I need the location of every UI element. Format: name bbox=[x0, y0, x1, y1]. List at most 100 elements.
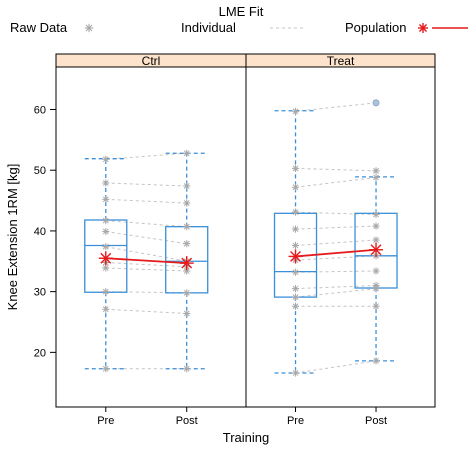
y-axis-title: Knee Extension 1RM [kg] bbox=[5, 164, 20, 311]
raw-data-point-stroke bbox=[183, 223, 190, 230]
raw-data-point bbox=[102, 195, 110, 203]
raw-data-point-stroke bbox=[102, 306, 109, 313]
raw-data-point-stroke bbox=[373, 174, 379, 181]
population-point-stroke bbox=[290, 250, 301, 262]
raw-data-point bbox=[291, 268, 300, 276]
raw-data-point-stroke bbox=[183, 200, 190, 206]
raw-data-point-stroke bbox=[102, 180, 109, 186]
raw-data-point bbox=[372, 173, 380, 182]
population-point bbox=[369, 242, 384, 257]
raw-data-point bbox=[291, 302, 300, 310]
raw-data-point bbox=[372, 222, 380, 230]
raw-data-point bbox=[183, 240, 191, 248]
panel-treat bbox=[273, 99, 398, 377]
raw-data-point bbox=[291, 208, 300, 216]
panel-frame-treat bbox=[245, 66, 436, 408]
raw-data-point-stroke bbox=[183, 150, 190, 157]
y-tick-label: 60 bbox=[34, 105, 46, 117]
raw-data-point-stroke bbox=[183, 289, 190, 296]
raw-data-point-stroke bbox=[373, 237, 379, 243]
raw-data-point bbox=[372, 357, 380, 365]
raw-data-point bbox=[372, 302, 380, 310]
y-axis: 20 30 40 50 60 bbox=[34, 105, 56, 359]
individual-line bbox=[105, 262, 187, 268]
raw-data-point bbox=[102, 243, 110, 251]
individual-line bbox=[295, 255, 377, 261]
raw-data-point bbox=[102, 288, 110, 296]
individual-line bbox=[295, 102, 377, 112]
raw-data-point-stroke bbox=[373, 268, 379, 274]
y-tick-label: 20 bbox=[34, 347, 46, 359]
raw-data-point-stroke bbox=[102, 265, 109, 271]
raw-data-point bbox=[102, 264, 110, 272]
raw-data-point-stroke bbox=[292, 303, 299, 310]
raw-data-point bbox=[291, 241, 300, 250]
raw-data-point-stroke bbox=[102, 288, 109, 295]
raw-data-point bbox=[372, 267, 380, 275]
raw-data-point-stroke bbox=[292, 370, 299, 376]
population-line bbox=[105, 257, 187, 265]
raw-data-point-stroke bbox=[183, 310, 190, 317]
raw-data-point bbox=[372, 236, 380, 244]
raw-data-point-stroke bbox=[102, 365, 109, 372]
legend-population-asterisk bbox=[418, 23, 428, 33]
x-axis: Pre Post Pre Post bbox=[97, 407, 387, 427]
raw-data-point bbox=[102, 217, 110, 225]
raw-data-point-stroke bbox=[102, 156, 109, 163]
raw-data-point-stroke bbox=[292, 269, 299, 276]
population-line bbox=[295, 248, 377, 258]
strip-label-ctrl: Ctrl bbox=[142, 54, 161, 68]
x-tick-label: Post bbox=[365, 415, 387, 427]
individual-line bbox=[105, 267, 187, 272]
raw-data-point bbox=[291, 183, 300, 191]
legend-label-individual: Individual bbox=[181, 20, 236, 35]
individual-line bbox=[295, 360, 377, 374]
panel-ctrl bbox=[84, 149, 209, 373]
individual-line bbox=[295, 285, 377, 290]
raw-data-point bbox=[102, 179, 110, 187]
raw-data-point bbox=[183, 309, 191, 318]
individual-line bbox=[105, 220, 187, 228]
raw-data-point-stroke bbox=[292, 108, 299, 115]
raw-data-point bbox=[102, 305, 110, 313]
raw-data-point-stroke bbox=[373, 223, 379, 229]
raw-data-point bbox=[183, 182, 191, 190]
strip-label-treat: Treat bbox=[327, 54, 355, 68]
individual-line bbox=[105, 231, 187, 245]
raw-data-point-stroke bbox=[292, 242, 299, 249]
raw-data-point-stroke bbox=[373, 303, 379, 310]
raw-data-point bbox=[291, 369, 300, 377]
y-tick-label: 40 bbox=[34, 226, 46, 238]
individual-line bbox=[295, 167, 377, 172]
individual-line bbox=[105, 182, 187, 187]
individual-line bbox=[295, 288, 377, 298]
raw-data-point-stroke bbox=[102, 228, 109, 235]
raw-data-point bbox=[372, 210, 380, 219]
raw-data-point-stroke bbox=[183, 240, 190, 247]
raw-data-point bbox=[372, 285, 380, 293]
raw-data-point-stroke bbox=[102, 217, 109, 224]
raw-data-point-stroke bbox=[292, 294, 299, 301]
raw-data-point bbox=[291, 107, 300, 115]
raw-data-point-stroke bbox=[292, 184, 299, 191]
raw-data-point-stroke bbox=[373, 357, 379, 364]
raw-data-point bbox=[291, 225, 300, 233]
raw-data-point-stroke bbox=[373, 167, 379, 174]
raw-data-point bbox=[183, 365, 191, 373]
population-point-stroke bbox=[181, 257, 193, 269]
legend-raw-asterisk bbox=[84, 23, 94, 33]
raw-data-point bbox=[291, 164, 300, 172]
population-point bbox=[288, 249, 303, 264]
raw-data-point bbox=[372, 167, 380, 175]
x-tick-label: Pre bbox=[287, 415, 304, 427]
raw-data-point bbox=[183, 149, 191, 157]
boxplot-pre bbox=[273, 110, 318, 374]
raw-data-point bbox=[102, 155, 110, 163]
raw-data-point-stroke bbox=[102, 196, 109, 203]
legend-raw-asterisk-stroke bbox=[85, 24, 93, 32]
x-tick-label: Pre bbox=[97, 415, 114, 427]
raw-data-point-stroke bbox=[183, 183, 190, 189]
raw-data-point bbox=[183, 223, 191, 231]
individual-line bbox=[105, 152, 187, 160]
